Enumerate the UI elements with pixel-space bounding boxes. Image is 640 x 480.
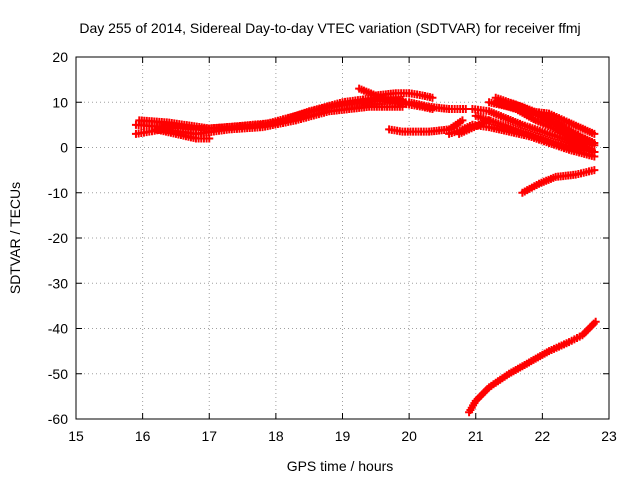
axis-ticks: 15 16 17 18 19 20 21 22 23 -60 -50 -40 -30 -20 -10 0 10 2… bbox=[48, 49, 617, 444]
series-track-4 bbox=[151, 125, 214, 143]
x-tick-label: 16 bbox=[135, 428, 151, 444]
y-tick-label: -50 bbox=[48, 366, 68, 382]
series-track-8 bbox=[385, 116, 467, 136]
grid bbox=[76, 57, 609, 419]
series-track-10 bbox=[445, 120, 477, 138]
y-tick-label: -60 bbox=[48, 411, 68, 427]
series-track-7 bbox=[405, 98, 470, 114]
x-axis-label: GPS time / hours bbox=[287, 458, 394, 474]
y-tick-label: -30 bbox=[48, 275, 68, 291]
x-tick-label: 17 bbox=[201, 428, 217, 444]
x-tick-label: 15 bbox=[68, 428, 84, 444]
y-tick-label: 20 bbox=[52, 49, 68, 65]
x-tick-label: 18 bbox=[268, 428, 284, 444]
data-point bbox=[205, 134, 214, 143]
data-point bbox=[591, 317, 600, 326]
series-track-16 bbox=[485, 98, 599, 138]
series-track-11 bbox=[468, 105, 599, 157]
series-track-6 bbox=[371, 89, 437, 102]
y-tick-label: -10 bbox=[48, 185, 68, 201]
data-point bbox=[458, 116, 467, 125]
x-tick-label: 22 bbox=[535, 428, 551, 444]
x-tick-label: 19 bbox=[335, 428, 351, 444]
x-tick-label: 23 bbox=[601, 428, 617, 444]
y-axis-label: SDTVAR / TECUs bbox=[7, 182, 23, 294]
x-tick-label: 20 bbox=[401, 428, 417, 444]
data-points bbox=[131, 84, 600, 417]
y-tick-label: 0 bbox=[60, 140, 68, 156]
data-point bbox=[590, 152, 599, 161]
series-track-18 bbox=[518, 166, 599, 197]
data-point bbox=[590, 166, 599, 175]
y-tick-label: 10 bbox=[52, 94, 68, 110]
x-tick-label: 21 bbox=[468, 428, 484, 444]
data-point bbox=[590, 129, 599, 138]
series-track-17 bbox=[468, 120, 599, 161]
data-point bbox=[590, 138, 599, 147]
data-point bbox=[428, 93, 437, 102]
y-tick-label: -40 bbox=[48, 321, 68, 337]
series-track-19 bbox=[465, 317, 600, 417]
chart-title: Day 255 of 2014, Sidereal Day-to-day VTE… bbox=[79, 20, 580, 36]
y-tick-label: -20 bbox=[48, 230, 68, 246]
